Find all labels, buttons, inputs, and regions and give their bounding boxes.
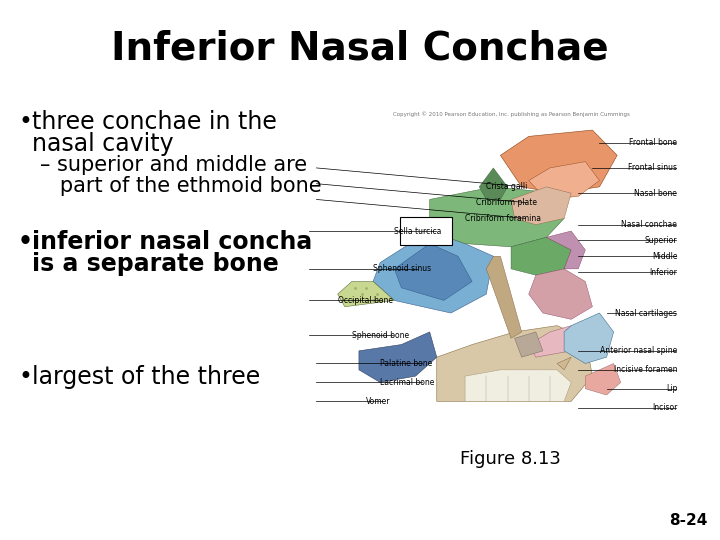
Polygon shape (511, 237, 571, 275)
Text: Sella turcica: Sella turcica (395, 226, 441, 235)
Text: largest of the three: largest of the three (32, 365, 260, 389)
Polygon shape (437, 326, 593, 401)
Text: Figure 8.13: Figure 8.13 (459, 450, 560, 468)
Polygon shape (557, 357, 571, 370)
Polygon shape (486, 256, 522, 338)
Polygon shape (359, 332, 437, 382)
Polygon shape (564, 313, 613, 363)
Polygon shape (528, 269, 593, 319)
Polygon shape (528, 161, 600, 199)
Text: Incisive foramen: Incisive foramen (614, 365, 678, 374)
Text: Sphenoid bone: Sphenoid bone (352, 330, 409, 340)
Text: Superior: Superior (645, 236, 678, 245)
Text: Nasal bone: Nasal bone (634, 188, 678, 198)
Text: Lip: Lip (666, 384, 678, 393)
Polygon shape (515, 332, 543, 357)
Text: Nasal cartilages: Nasal cartilages (616, 308, 678, 318)
Polygon shape (395, 244, 472, 300)
Text: three conchae in the: three conchae in the (32, 110, 277, 134)
Text: Lacrimal bone: Lacrimal bone (380, 378, 435, 387)
Text: •: • (18, 110, 32, 134)
Text: Occipital bone: Occipital bone (338, 296, 392, 305)
Polygon shape (528, 326, 585, 357)
Text: Sphenoid sinus: Sphenoid sinus (373, 265, 431, 273)
Polygon shape (373, 231, 493, 313)
Polygon shape (546, 231, 585, 269)
Text: Palatine bone: Palatine bone (380, 359, 433, 368)
Polygon shape (500, 130, 617, 193)
Text: •: • (18, 365, 32, 389)
Text: Middle: Middle (652, 252, 678, 261)
Text: Frontal bone: Frontal bone (629, 138, 678, 147)
Text: Vomer: Vomer (366, 397, 390, 406)
Text: part of the ethmoid bone: part of the ethmoid bone (40, 176, 322, 196)
Text: Cribriform plate: Cribriform plate (476, 198, 536, 207)
FancyBboxPatch shape (400, 218, 452, 245)
Polygon shape (480, 168, 508, 199)
Polygon shape (585, 363, 621, 395)
Text: Copyright © 2010 Pearson Education, Inc. publishing as Pearson Benjamin Cummings: Copyright © 2010 Pearson Education, Inc.… (392, 112, 629, 118)
Text: – superior and middle are: – superior and middle are (40, 155, 307, 175)
Text: Crista galli: Crista galli (486, 183, 528, 191)
Text: •: • (18, 230, 33, 254)
Polygon shape (430, 187, 564, 247)
Text: inferior nasal concha: inferior nasal concha (32, 230, 312, 254)
Polygon shape (465, 370, 571, 401)
Text: 8-24: 8-24 (670, 513, 708, 528)
Text: nasal cavity: nasal cavity (32, 132, 174, 156)
Polygon shape (511, 187, 571, 225)
Text: Inferior: Inferior (649, 267, 678, 276)
Text: is a separate bone: is a separate bone (32, 252, 279, 276)
Polygon shape (338, 281, 395, 307)
Text: Incisor: Incisor (652, 403, 678, 412)
Text: Frontal sinus: Frontal sinus (629, 164, 678, 172)
Text: Nasal conchae: Nasal conchae (621, 220, 678, 229)
Text: Anterior nasal spine: Anterior nasal spine (600, 346, 678, 355)
Text: Cribriform foramina: Cribriform foramina (465, 214, 541, 223)
Text: Inferior Nasal Conchae: Inferior Nasal Conchae (111, 30, 609, 68)
